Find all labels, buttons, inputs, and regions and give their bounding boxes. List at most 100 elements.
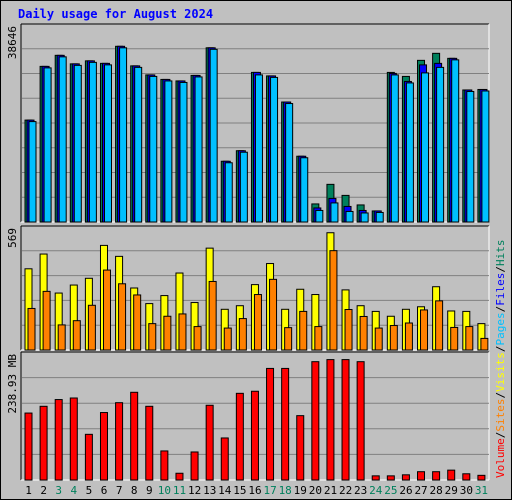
bar-sites-30 [465,326,474,351]
bar-pages-2 [43,67,52,223]
bar-pages-6 [103,64,112,223]
bar-sites-25 [389,325,398,351]
bar-kbytes-27 [417,471,426,481]
bar-kbytes-13 [205,404,214,481]
legend-separator: / [494,346,507,353]
bar-kbytes-26 [401,474,410,481]
bar-sites-2 [42,290,51,351]
bar-kbytes-28 [432,471,441,481]
y-max-label: 569 [6,228,19,248]
bar-pages-10 [164,80,173,223]
bar-kbytes-24 [371,475,380,481]
bar-kbytes-15 [235,392,244,481]
bar-sites-5 [87,304,96,351]
bar-sites-13 [208,280,217,351]
bar-sites-17 [269,278,278,351]
bar-sites-23 [359,315,368,351]
bar-pages-12 [194,76,203,223]
bar-pages-4 [73,64,82,223]
bar-pages-17 [270,76,279,223]
bar-sites-22 [344,309,353,351]
x-tick-label: 28 [430,484,443,497]
bar-pages-24 [375,211,384,223]
bar-kbytes-5 [84,433,93,481]
x-tick-label: 21 [324,484,337,497]
x-tick-label: 10 [158,484,171,497]
x-tick-label: 19 [294,484,307,497]
bar-kbytes-23 [356,361,365,481]
bar-pages-8 [134,66,143,223]
x-tick-label: 27 [414,484,427,497]
bar-sites-15 [238,318,247,351]
bar-sites-11 [178,313,187,351]
bar-sites-18 [284,327,293,351]
x-tick-label: 23 [354,484,367,497]
x-tick-label: 31 [475,484,488,497]
bar-pages-14 [224,162,233,223]
bar-sites-31 [480,337,489,351]
x-tick-label: 9 [146,484,153,497]
bar-pages-11 [179,81,188,223]
bar-pages-21 [330,202,339,223]
bar-pages-18 [285,103,294,223]
x-tick-label: 16 [248,484,261,497]
bar-pages-3 [58,56,67,223]
x-tick-label: 6 [101,484,108,497]
bar-sites-16 [253,294,262,351]
x-tick-label: 5 [86,484,93,497]
bar-pages-22 [345,210,354,223]
x-tick-label: 12 [188,484,201,497]
bar-sites-10 [163,315,172,351]
bar-pages-30 [466,90,475,223]
bar-kbytes-16 [250,390,259,481]
legend-separator: / [494,392,507,399]
graph-title: Daily usage for August 2024 [18,7,214,21]
x-tick-label: 30 [460,484,473,497]
bar-pages-19 [300,157,309,223]
bar-pages-5 [88,61,97,223]
x-tick-label: 17 [263,484,276,497]
bar-pages-16 [254,74,263,223]
legend-separator: / [494,306,507,313]
bar-pages-13 [209,48,218,223]
legend-files: Files [494,273,507,306]
bar-pages-1 [28,121,37,223]
bar-kbytes-2 [39,405,48,481]
bar-kbytes-20 [311,361,320,481]
legend-visits: Visits [494,352,507,392]
bar-sites-6 [102,269,111,351]
bar-kbytes-22 [341,359,350,481]
bar-pages-28 [436,66,445,223]
x-tick-label: 11 [173,484,186,497]
bar-sites-27 [420,309,429,351]
bar-kbytes-3 [54,399,63,481]
bar-sites-12 [193,326,202,351]
legend-hits: Hits [494,240,507,267]
x-tick-label: 18 [279,484,292,497]
bar-kbytes-19 [296,415,305,481]
legend-separator: / [494,432,507,439]
bar-kbytes-17 [266,367,275,481]
x-tick-label: 4 [71,484,78,497]
bar-sites-9 [148,323,157,351]
bar-pages-7 [119,47,128,223]
x-tick-label: 26 [399,484,412,497]
bar-pages-31 [481,90,490,223]
bar-sites-8 [133,294,142,351]
bar-kbytes-25 [386,475,395,481]
y-max-label: 238.93 MB [6,354,19,414]
bar-sites-14 [223,327,232,351]
legend-pages: Pages [494,312,507,345]
x-tick-label: 24 [369,484,383,497]
right-legend: Volume/Sites/Visits/Pages/Files/Hits [494,240,507,479]
x-tick-label: 29 [445,484,458,497]
bar-kbytes-10 [160,450,169,481]
x-tick-label: 3 [55,484,62,497]
bar-pages-9 [149,75,158,223]
bar-kbytes-4 [69,397,78,481]
bar-kbytes-18 [281,367,290,481]
bar-kbytes-12 [190,451,199,481]
x-tick-label: 20 [309,484,322,497]
legend-sites: Sites [494,399,507,432]
bar-kbytes-31 [477,474,486,481]
